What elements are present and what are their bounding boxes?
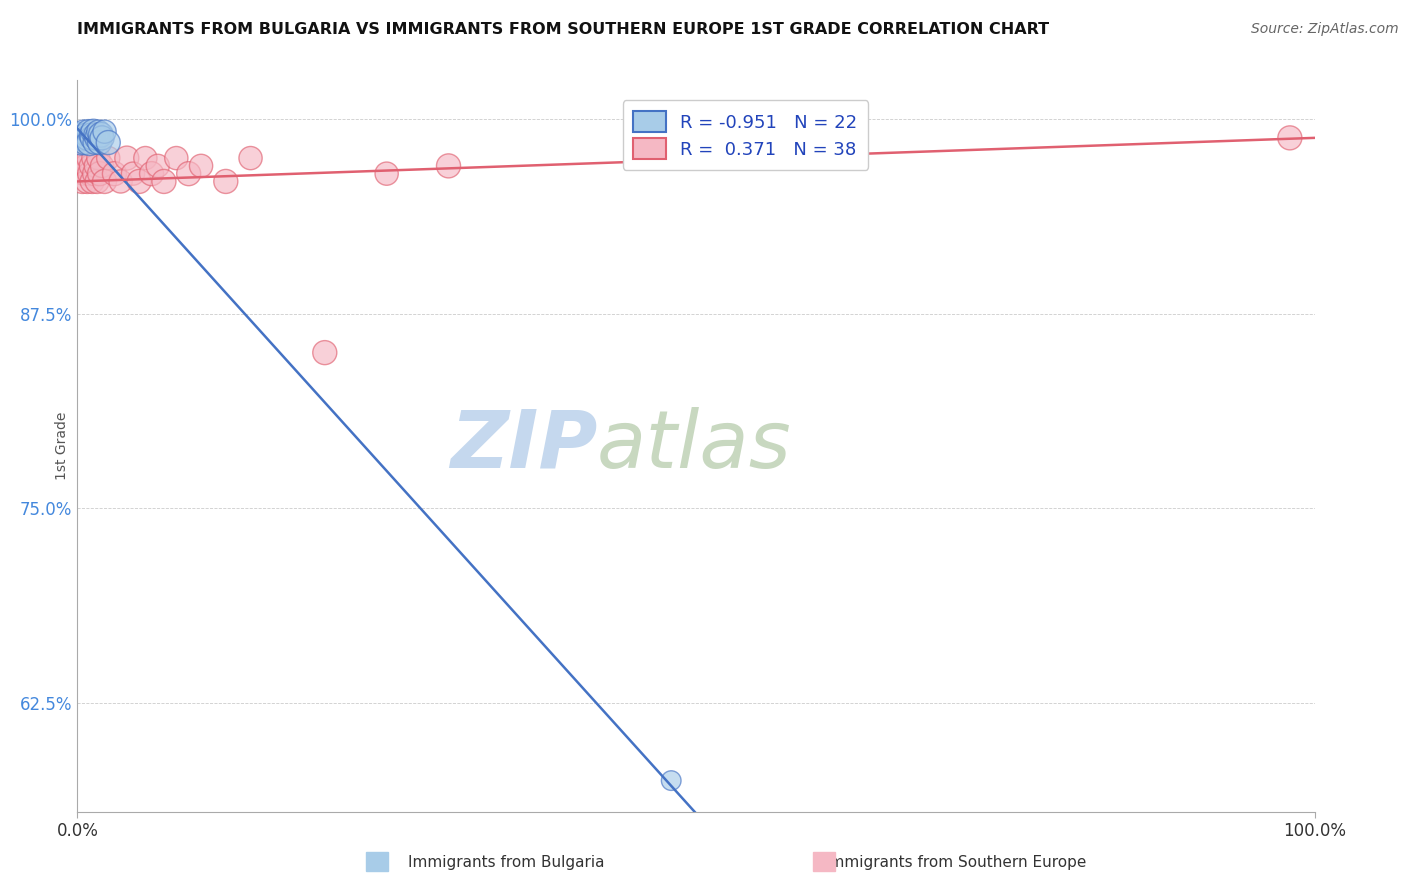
Point xyxy=(128,174,150,188)
Point xyxy=(70,136,93,150)
Point xyxy=(79,167,101,181)
Point xyxy=(87,125,110,139)
Legend: R = -0.951   N = 22, R =  0.371   N = 38: R = -0.951 N = 22, R = 0.371 N = 38 xyxy=(623,100,869,170)
Point xyxy=(1278,131,1301,145)
Point xyxy=(153,174,176,188)
Point xyxy=(70,159,93,173)
Point xyxy=(90,128,112,142)
Point xyxy=(77,151,100,165)
Point xyxy=(83,167,105,181)
Point xyxy=(84,128,107,142)
Point xyxy=(84,159,107,173)
Point xyxy=(146,159,169,173)
Point xyxy=(83,136,105,150)
Point xyxy=(76,131,98,145)
Point xyxy=(80,128,103,142)
Point xyxy=(122,167,145,181)
Point xyxy=(72,174,94,188)
Point xyxy=(314,345,336,359)
Point xyxy=(82,174,104,188)
Point xyxy=(86,174,108,188)
Point xyxy=(91,131,114,145)
Point xyxy=(141,167,163,181)
Point xyxy=(659,773,682,788)
Point xyxy=(82,125,104,139)
Point xyxy=(808,136,831,150)
Point xyxy=(110,174,132,188)
Point xyxy=(215,174,238,188)
Point xyxy=(165,151,187,165)
Point xyxy=(72,125,94,139)
Point xyxy=(69,128,91,142)
Point xyxy=(375,167,398,181)
Y-axis label: 1st Grade: 1st Grade xyxy=(55,412,69,480)
Point xyxy=(93,125,115,139)
Point xyxy=(82,151,104,165)
Point xyxy=(80,159,103,173)
Point xyxy=(97,136,120,150)
Text: ZIP: ZIP xyxy=(450,407,598,485)
Point xyxy=(82,131,104,145)
Point xyxy=(76,174,98,188)
Point xyxy=(73,167,96,181)
Text: Source: ZipAtlas.com: Source: ZipAtlas.com xyxy=(1251,22,1399,37)
Point xyxy=(75,159,97,173)
Point xyxy=(93,174,115,188)
Text: IMMIGRANTS FROM BULGARIA VS IMMIGRANTS FROM SOUTHERN EUROPE 1ST GRADE CORRELATIO: IMMIGRANTS FROM BULGARIA VS IMMIGRANTS F… xyxy=(77,22,1049,37)
Point xyxy=(72,131,94,145)
Text: atlas: atlas xyxy=(598,407,792,485)
Point xyxy=(73,136,96,150)
Point xyxy=(103,167,125,181)
Text: Immigrants from Southern Europe: Immigrants from Southern Europe xyxy=(825,855,1087,870)
Point xyxy=(91,159,114,173)
Point xyxy=(89,167,111,181)
Point xyxy=(177,167,200,181)
Point xyxy=(72,151,94,165)
Point xyxy=(115,151,138,165)
Point xyxy=(79,136,101,150)
Point xyxy=(134,151,156,165)
Point xyxy=(190,159,212,173)
Point xyxy=(75,128,97,142)
Point xyxy=(437,159,460,173)
Point xyxy=(87,151,110,165)
Point xyxy=(77,125,100,139)
Point xyxy=(97,151,120,165)
Point xyxy=(89,136,111,150)
Point xyxy=(86,131,108,145)
Text: Immigrants from Bulgaria: Immigrants from Bulgaria xyxy=(408,855,605,870)
Point xyxy=(239,151,262,165)
